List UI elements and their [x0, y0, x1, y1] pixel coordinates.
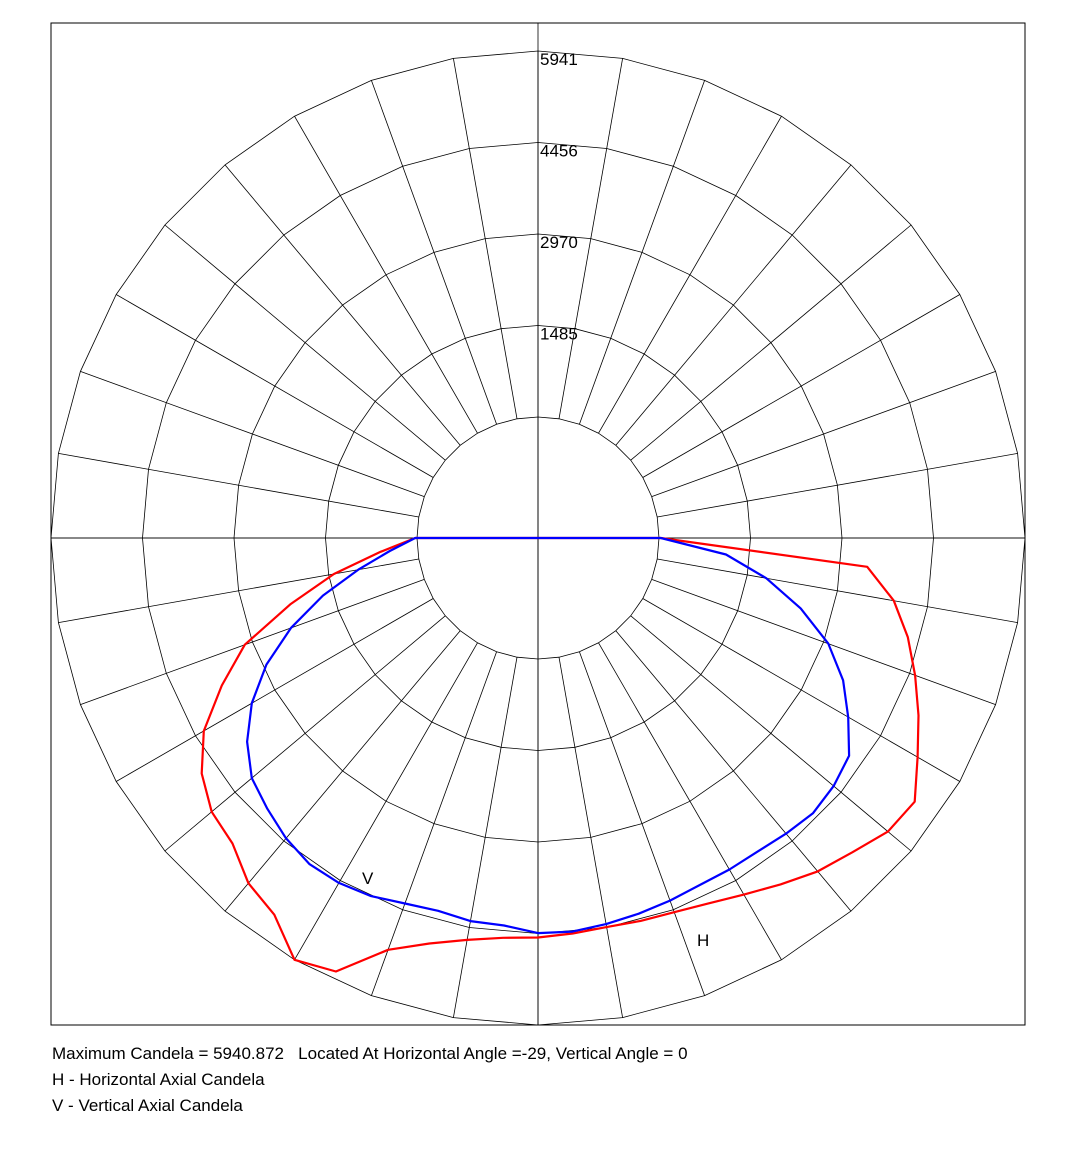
curve-labels: HV	[362, 869, 709, 950]
grid-spoke	[558, 657, 623, 1018]
grid-spoke	[657, 558, 1018, 623]
grid-spoke	[579, 651, 705, 996]
polar-grid	[50, 23, 1026, 1026]
grid-spoke	[598, 642, 782, 960]
grid-spoke	[642, 598, 960, 782]
radial-tick-label: 1485	[540, 325, 578, 344]
max-candela-note: Maximum Candela = 5940.872 Located At Ho…	[52, 1044, 688, 1063]
grid-spoke	[58, 453, 419, 518]
grid-spoke	[224, 164, 461, 446]
grid-spoke	[294, 116, 478, 434]
grid-spoke	[657, 453, 1018, 518]
grid-spoke	[371, 80, 497, 425]
grid-spoke	[294, 642, 478, 960]
grid-spoke	[371, 651, 497, 996]
grid-spoke	[651, 579, 996, 705]
radial-tick-label: 5941	[540, 50, 578, 69]
legend-v: V - Vertical Axial Candela	[52, 1096, 243, 1115]
grid-spoke	[453, 58, 518, 419]
grid-spoke	[598, 116, 782, 434]
grid-spoke	[80, 579, 425, 705]
radial-tick-label: 2970	[540, 233, 578, 252]
curve-h	[200, 536, 920, 973]
grid-spoke	[453, 657, 518, 1018]
grid-spoke	[615, 164, 852, 446]
radial-tick-labels: 1485 2970 4456 5941	[540, 50, 578, 344]
grid-spoke	[630, 615, 912, 852]
curve-label-h: H	[697, 931, 709, 950]
grid-spoke	[558, 58, 623, 419]
radial-tick-label: 4456	[540, 141, 578, 160]
grid-spoke	[224, 630, 461, 912]
curve-v	[246, 536, 851, 935]
grid-spoke	[615, 630, 852, 912]
curve-label-v: V	[362, 869, 374, 888]
grid-spoke	[164, 224, 446, 461]
candela-curves	[200, 536, 920, 973]
grid-spoke	[630, 224, 912, 461]
grid-spoke	[579, 80, 705, 425]
grid-spoke	[642, 294, 960, 478]
legend-h: H - Horizontal Axial Candela	[52, 1070, 265, 1089]
grid-spoke	[116, 294, 434, 478]
grid-spoke	[80, 371, 425, 497]
grid-spoke	[58, 558, 419, 623]
grid-spoke	[651, 371, 996, 497]
grid-spoke	[116, 598, 434, 782]
